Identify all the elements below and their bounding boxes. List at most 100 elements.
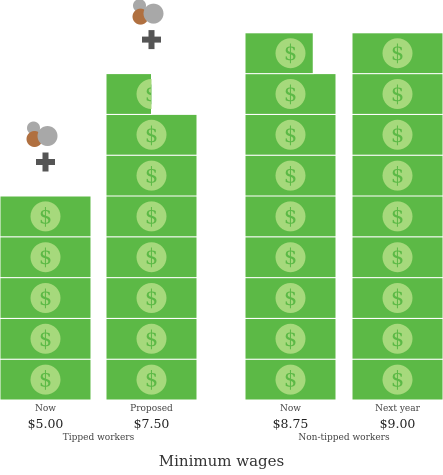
dollar-emblem: $ [382,38,413,69]
dollar-emblem: $ [382,283,413,313]
dollar-circle [275,283,306,313]
bar-3-value-label: $8.75 [272,416,309,431]
dollar-sign-icon: $ [284,368,297,392]
dollar-emblem: $ [275,79,306,109]
dollar-bill: $ [105,358,198,401]
dollar-sign-icon: $ [145,164,158,188]
dollar-bill: $ [351,317,443,360]
dollar-emblem: $ [382,119,413,150]
dollar-emblem: $ [382,242,413,273]
dollar-sign-icon: $ [391,286,404,310]
dollar-circle [30,242,61,273]
partial-dollar-bill: $ [105,73,158,115]
dollar-emblem: $ [382,364,413,395]
bar-stack-2: $ $ $ $ $ $ $ $ [105,73,198,401]
dollar-circle [275,323,306,354]
dollar-sign-icon: $ [391,368,404,392]
dollar-circle [382,201,413,232]
dollar-emblem: $ [136,119,167,150]
dollar-emblem: $ [382,201,413,232]
tip-coins-plus-icon [26,121,58,172]
bar-3-category-label: Now [280,404,301,414]
dollar-emblem: $ [136,242,167,273]
dollar-bill: $ [105,277,198,319]
dollar-emblem: $ [275,119,306,150]
dollar-sign-icon: $ [39,286,52,310]
dollar-sign-icon: $ [284,327,297,351]
dollar-bill: $ [105,113,198,156]
chart-title: Minimum wages [158,452,285,470]
dollar-sign-icon: $ [145,82,158,106]
tip-coins-plus-icon [132,0,164,50]
bar-4-category-label: Next year [375,404,420,414]
dollar-sign-icon: $ [39,327,52,351]
dollar-emblem: $ [275,283,306,313]
dollar-bill: $ [0,317,92,360]
dollar-circle [275,364,306,395]
dollar-circle [136,283,167,313]
dollar-bill: $ [105,154,198,197]
dollar-circle [30,201,61,232]
bar-2-value-label: $7.50 [133,416,170,431]
dollar-circle [382,160,413,191]
dollar-sign-icon: $ [391,41,404,65]
dollar-circle [382,242,413,273]
dollar-emblem: $ [382,160,413,191]
dollar-sign-icon: $ [284,123,297,147]
silver-coin-icon [143,3,164,24]
silver-coin-icon [37,126,58,146]
dollar-bill: $ [244,277,337,319]
dollar-emblem: $ [136,364,167,395]
dollar-bill: $ [0,358,92,401]
plus-vertical [148,30,155,50]
dollar-emblem: $ [30,201,61,232]
dollar-sign-icon: $ [39,245,52,269]
group-label-tipped: Tipped workers [62,433,135,443]
dollar-sign-icon: $ [391,204,404,228]
dollar-sign-icon: $ [145,204,158,228]
dollar-circle [30,283,61,313]
bar-stack-3: $ $ $ $ $ $ $ $ $ [244,32,337,401]
dollar-bill: $ [244,113,337,156]
dollar-circle [382,323,413,354]
dollar-emblem: $ [136,160,167,191]
bar-1-value-label: $5.00 [27,416,64,431]
dollar-emblem: $ [275,323,306,354]
bar-stack-1: $ $ $ $ $ [0,195,92,401]
dollar-circle [275,79,306,109]
dollar-bill: $ [351,154,443,197]
bar-4-value-label: $9.00 [379,416,416,431]
dollar-circle [275,160,306,191]
dollar-circle [136,201,167,232]
small-coin-icon [27,121,40,135]
dollar-emblem: $ [382,323,413,354]
dollar-bill: $ [244,154,337,197]
dollar-circle [136,323,167,354]
dollar-bill: $ [351,277,443,319]
dollar-bill: $ [0,277,92,319]
dollar-sign-icon: $ [284,286,297,310]
bar-1-category-label: Now [35,404,56,414]
dollar-emblem: $ [275,242,306,273]
dollar-circle [382,119,413,150]
dollar-sign-icon: $ [391,164,404,188]
dollar-sign-icon: $ [284,245,297,269]
dollar-emblem: $ [136,323,167,354]
plus-vertical [42,152,49,172]
dollar-bill: $ [105,236,198,279]
dollar-bill: $ [351,195,443,238]
dollar-bill: $ [244,358,337,401]
dollar-circle [136,364,167,395]
dollar-emblem: $ [275,160,306,191]
dollar-emblem: $ [30,242,61,273]
dollar-emblem: $ [30,364,61,395]
dollar-sign-icon: $ [391,327,404,351]
dollar-sign-icon: $ [145,327,158,351]
partial-dollar-bill: $ [244,32,314,75]
dollar-bill: $ [244,195,337,238]
dollar-bill: $ [351,73,443,115]
dollar-circle [382,38,413,69]
dollar-emblem: $ [275,38,306,69]
dollar-bill: $ [244,236,337,279]
